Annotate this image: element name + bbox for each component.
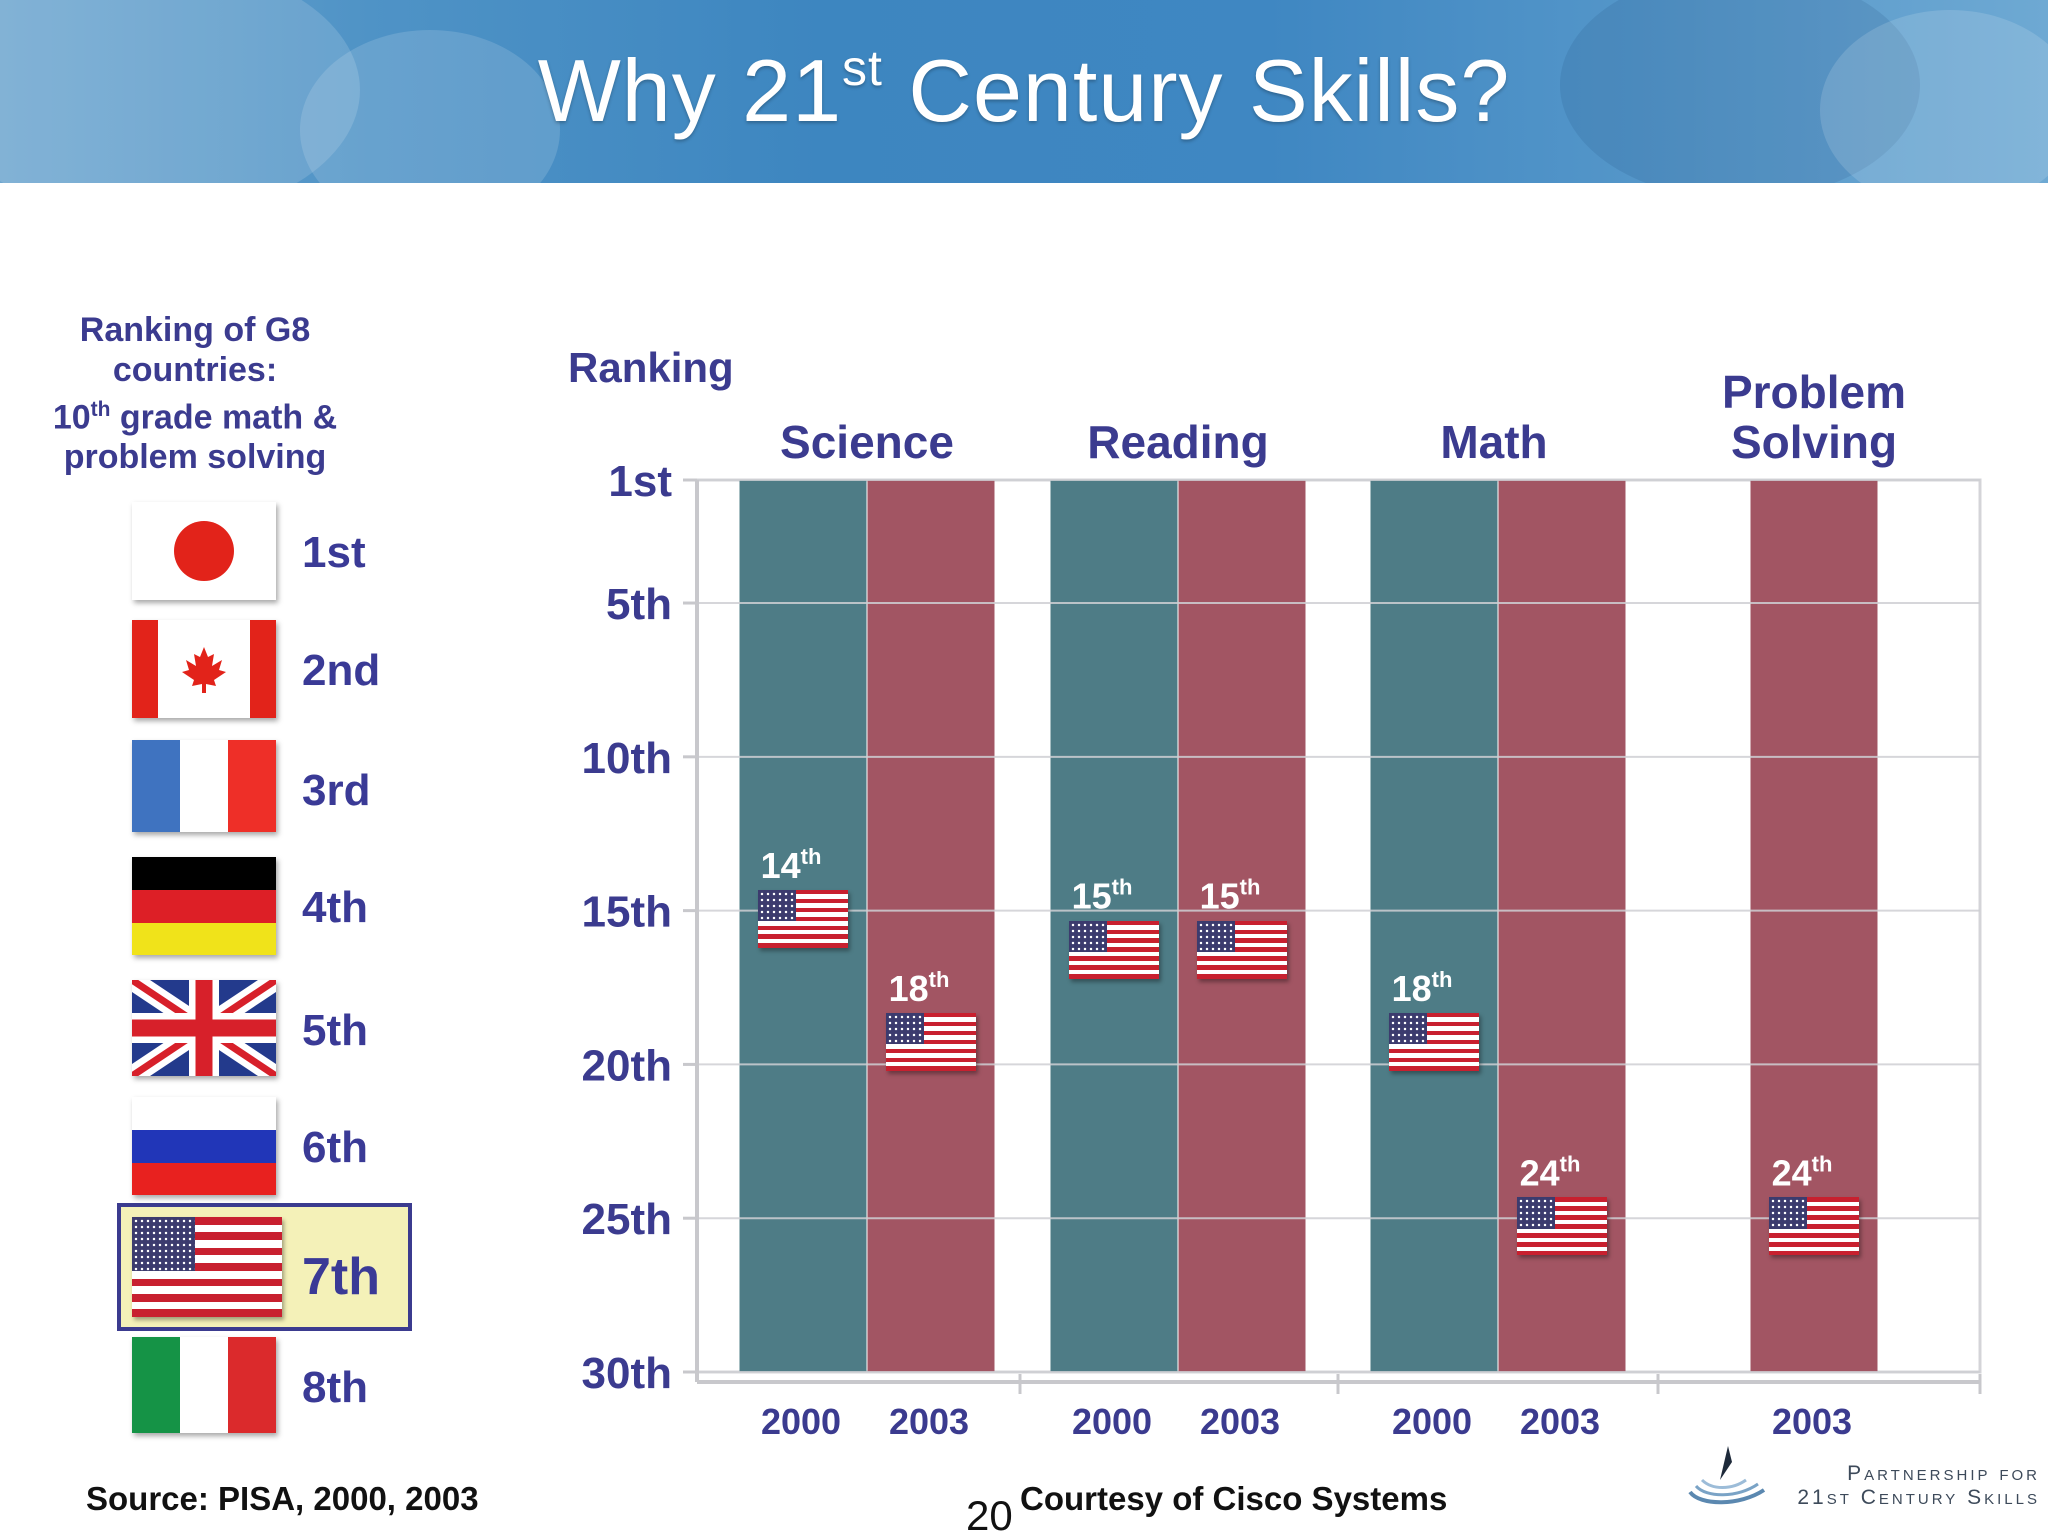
year-label: 2003 <box>889 1401 969 1442</box>
rank-label: 3rd <box>302 766 371 815</box>
us-flag-marker-icon <box>758 889 848 948</box>
category-label: Problem <box>1722 366 1906 418</box>
y-axis-title: Ranking <box>568 344 734 391</box>
partnership-logo-icon <box>1688 1446 1766 1505</box>
category-label: Science <box>780 416 954 468</box>
rank-label: 2nd <box>302 646 381 695</box>
y-tick-label: 1st <box>608 457 672 506</box>
category-label: Solving <box>1731 416 1897 468</box>
us-flag-marker-icon <box>1197 920 1287 979</box>
italy-flag-icon <box>132 1337 276 1433</box>
rank-label: 1st <box>302 528 366 577</box>
rank-value-label: 18th <box>1392 967 1453 1009</box>
category-label: Reading <box>1087 416 1268 468</box>
us-flag-icon <box>132 1217 282 1317</box>
y-tick-label: 10th <box>582 734 672 783</box>
title-banner: Why 21st Century Skills? <box>0 0 2048 183</box>
y-tick-label: 25th <box>582 1195 672 1244</box>
rank-value-label: 14th <box>761 844 822 886</box>
year-label: 2000 <box>761 1401 841 1442</box>
y-tick-label: 15th <box>582 888 672 937</box>
courtesy-note: Courtesy of Cisco Systems <box>1020 1480 1448 1517</box>
us-flag-marker-icon <box>1389 1012 1479 1071</box>
year-label: 2000 <box>1392 1401 1472 1442</box>
year-label: 2003 <box>1772 1401 1852 1442</box>
rank-row-us: 7th <box>130 1215 430 1317</box>
year-label: 2003 <box>1520 1401 1600 1442</box>
us-flag-marker-icon <box>1069 920 1159 979</box>
germany-flag-icon <box>132 857 276 955</box>
rank-row-russia: 6th <box>130 1097 430 1197</box>
y-tick-label: 30th <box>582 1349 672 1398</box>
rank-row-uk: 5th <box>130 980 430 1080</box>
rank-row-france: 3rd <box>130 740 430 840</box>
rank-row-italy: 8th <box>130 1337 430 1437</box>
russia-flag-icon <box>132 1097 276 1195</box>
rank-label: 5th <box>302 1006 368 1055</box>
page-number: 20 <box>966 1492 1013 1539</box>
rank-label: 6th <box>302 1123 368 1172</box>
uk-flag-icon <box>132 980 276 1076</box>
category-label: Math <box>1440 416 1547 468</box>
year-label: 2000 <box>1072 1401 1152 1442</box>
partnership-logo-text: Partnership for 21st Century Skills <box>1797 1462 2040 1509</box>
y-tick-label: 5th <box>606 580 672 629</box>
legend-title: Ranking of G8 countries: 10th grade math… <box>52 311 338 477</box>
rank-label: 8th <box>302 1363 368 1412</box>
us-flag-marker-icon <box>1517 1197 1607 1256</box>
us-flag-marker-icon <box>886 1012 976 1071</box>
year-label: 2003 <box>1200 1401 1280 1442</box>
rank-label: 4th <box>302 883 368 932</box>
canada-flag-icon <box>132 620 276 718</box>
rank-value-label: 15th <box>1200 875 1261 917</box>
rank-row-germany: 4th <box>130 857 430 957</box>
rank-label: 7th <box>302 1248 380 1306</box>
france-flag-icon <box>132 740 276 832</box>
rank-value-label: 15th <box>1072 875 1133 917</box>
japan-flag-icon <box>132 502 276 600</box>
slide-title: Why 21st Century Skills? <box>537 39 1511 140</box>
rank-row-canada: 2nd <box>130 620 430 720</box>
bar-science-2003 <box>867 480 995 1372</box>
source-note: Source: PISA, 2000, 2003 <box>86 1480 479 1517</box>
bar-math-2000 <box>1370 480 1498 1372</box>
rank-value-label: 24th <box>1772 1151 1833 1193</box>
y-tick-label: 20th <box>582 1041 672 1090</box>
us-flag-marker-icon <box>1769 1197 1859 1256</box>
rank-value-label: 24th <box>1520 1151 1581 1193</box>
rank-value-label: 18th <box>889 967 950 1009</box>
rank-row-japan: 1st <box>130 502 430 602</box>
